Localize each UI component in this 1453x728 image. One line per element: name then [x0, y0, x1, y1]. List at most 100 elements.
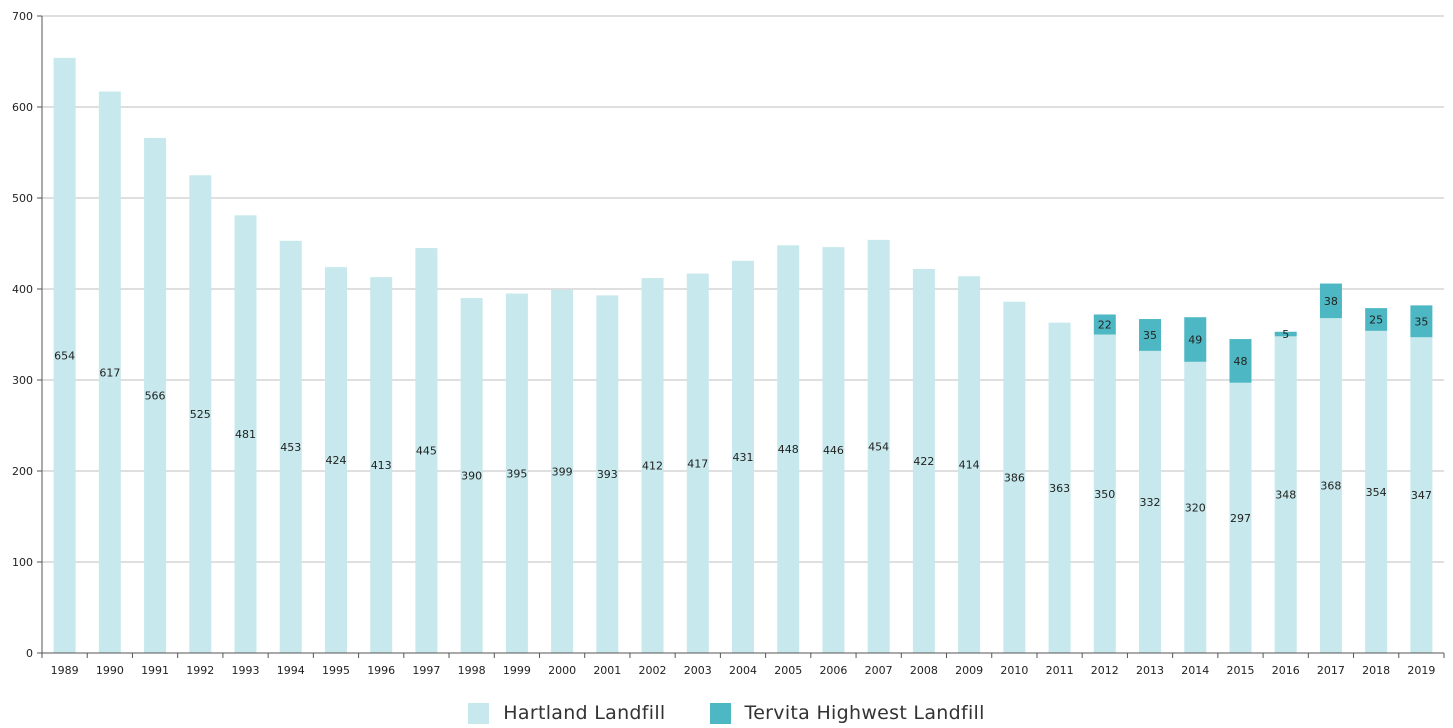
bar-hartland-2017 — [1319, 318, 1342, 653]
data-label-tervita-2014: 49 — [1188, 334, 1202, 347]
x-tick-label-2010: 2010 — [1000, 664, 1028, 677]
x-tick-label-2015: 2015 — [1226, 664, 1254, 677]
axes: 0 100 200 300 400 500 600 700 1989 1990 1991 1992 19… — [12, 10, 1445, 677]
bar-hartland-1993 — [234, 215, 257, 654]
data-label-hartland-2016: 348 — [1275, 489, 1296, 502]
x-tick-label-2019: 2019 — [1407, 664, 1435, 677]
bar-hartland-2016 — [1274, 336, 1297, 653]
bar-tervita-2012 — [1093, 314, 1116, 335]
bar-hartland-1989 — [53, 57, 76, 654]
bar-hartland-2015 — [1229, 382, 1252, 653]
x-tick-label-1994: 1994 — [277, 664, 305, 677]
data-label-hartland-1990: 617 — [99, 366, 120, 379]
data-label-hartland-2003: 417 — [687, 457, 708, 470]
x-tick-label-2009: 2009 — [955, 664, 983, 677]
data-label-hartland-2007: 454 — [868, 440, 889, 453]
data-label-hartland-2010: 386 — [1004, 471, 1025, 484]
data-label-hartland-1996: 413 — [371, 459, 392, 472]
stacked-bar-chart: 0 100 200 300 400 500 600 700 1989 1990 1991 1992 19… — [12, 10, 1445, 677]
bar-hartland-1996 — [370, 277, 393, 653]
legend: Hartland Landfill Tervita Highwest Landf… — [0, 699, 1453, 727]
data-label-hartland-2015: 297 — [1230, 512, 1251, 525]
bar-hartland-2004 — [732, 260, 754, 653]
x-tick-label-2017: 2017 — [1317, 664, 1345, 677]
bar-hartland-1998 — [460, 298, 483, 653]
bar-hartland-2010 — [1003, 301, 1026, 653]
data-label-hartland-2005: 448 — [778, 443, 799, 456]
bar-hartland-2005 — [777, 245, 800, 653]
data-label-tervita-2013: 35 — [1143, 329, 1157, 342]
data-label-tervita-2015: 48 — [1233, 355, 1247, 368]
bar-hartland-2012 — [1093, 334, 1116, 653]
bar-hartland-1992 — [189, 175, 212, 653]
data-label-hartland-2004: 431 — [733, 451, 754, 464]
data-label-hartland-2000: 399 — [552, 465, 573, 478]
x-tick-label-1993: 1993 — [232, 664, 260, 677]
bar-hartland-2018 — [1365, 330, 1388, 653]
x-tick-label-1999: 1999 — [503, 664, 531, 677]
bar-hartland-2001 — [596, 295, 619, 653]
bar-hartland-1997 — [415, 248, 438, 654]
x-tick-label-2016: 2016 — [1272, 664, 1300, 677]
data-label-hartland-1999: 395 — [506, 467, 527, 480]
data-label-hartland-2019: 347 — [1411, 489, 1432, 502]
data-label-hartland-1995: 424 — [325, 454, 346, 467]
bar-tervita-2016 — [1274, 331, 1297, 337]
data-label-hartland-2012: 350 — [1094, 488, 1115, 501]
x-tick-label-1989: 1989 — [51, 664, 79, 677]
data-label-tervita-2019: 35 — [1414, 315, 1428, 328]
y-tick-label-100: 100 — [12, 556, 33, 569]
x-tick-label-2008: 2008 — [910, 664, 938, 677]
x-tick-label-2004: 2004 — [729, 664, 757, 677]
x-tick-label-2003: 2003 — [684, 664, 712, 677]
data-label-hartland-2014: 320 — [1185, 501, 1206, 514]
legend-swatch-hartland — [468, 702, 490, 724]
data-label-hartland-1997: 445 — [416, 445, 437, 458]
bar-hartland-1991 — [144, 137, 167, 653]
data-label-hartland-2017: 368 — [1320, 480, 1341, 493]
data-label-hartland-2009: 414 — [959, 459, 980, 472]
y-tick-label-200: 200 — [12, 465, 33, 478]
bar-hartland-2003 — [686, 273, 709, 653]
x-tick-label-2018: 2018 — [1362, 664, 1390, 677]
y-tick-label-400: 400 — [12, 283, 33, 296]
legend-item-hartland: Hartland Landfill — [468, 702, 665, 724]
bar-hartland-1994 — [279, 240, 302, 653]
legend-swatch-tervita — [709, 702, 731, 724]
bar-hartland-2002 — [641, 278, 664, 653]
legend-label-tervita: Tervita Highwest Landfill — [744, 702, 985, 724]
bar-tervita-2019 — [1410, 305, 1433, 338]
data-label-hartland-1991: 566 — [145, 389, 166, 402]
data-label-hartland-2001: 393 — [597, 468, 618, 481]
data-label-hartland-2018: 354 — [1366, 486, 1387, 499]
x-tick-label-1997: 1997 — [412, 664, 440, 677]
data-label-hartland-1989: 654 — [54, 349, 75, 362]
bar-hartland-1999 — [505, 293, 528, 653]
y-tick-label-500: 500 — [12, 192, 33, 205]
x-tick-label-1991: 1991 — [141, 664, 169, 677]
bar-hartland-1990 — [98, 91, 121, 653]
bar-hartland-2006 — [822, 247, 845, 653]
x-tick-label-2012: 2012 — [1091, 664, 1119, 677]
y-tick-label-300: 300 — [12, 374, 33, 387]
data-label-hartland-2002: 412 — [642, 460, 663, 473]
bar-hartland-2000 — [551, 289, 574, 653]
bar-hartland-1995 — [324, 267, 347, 653]
x-tick-label-2002: 2002 — [639, 664, 667, 677]
x-tick-label-1996: 1996 — [367, 664, 395, 677]
x-tick-label-2011: 2011 — [1046, 664, 1074, 677]
legend-item-tervita: Tervita Highwest Landfill — [709, 702, 985, 724]
x-tick-label-2000: 2000 — [548, 664, 576, 677]
x-tick-label-2013: 2013 — [1136, 664, 1164, 677]
bar-tervita-2015 — [1229, 339, 1252, 383]
data-label-hartland-2008: 422 — [913, 455, 934, 468]
y-tick-label-700: 700 — [12, 10, 33, 23]
x-tick-label-1995: 1995 — [322, 664, 350, 677]
bar-tervita-2018 — [1365, 308, 1388, 331]
data-label-hartland-1993: 481 — [235, 428, 256, 441]
bar-tervita-2013 — [1139, 319, 1162, 351]
data-label-hartland-2006: 446 — [823, 444, 844, 457]
data-label-hartland-1998: 390 — [461, 470, 482, 483]
bar-hartland-2008 — [912, 268, 935, 653]
